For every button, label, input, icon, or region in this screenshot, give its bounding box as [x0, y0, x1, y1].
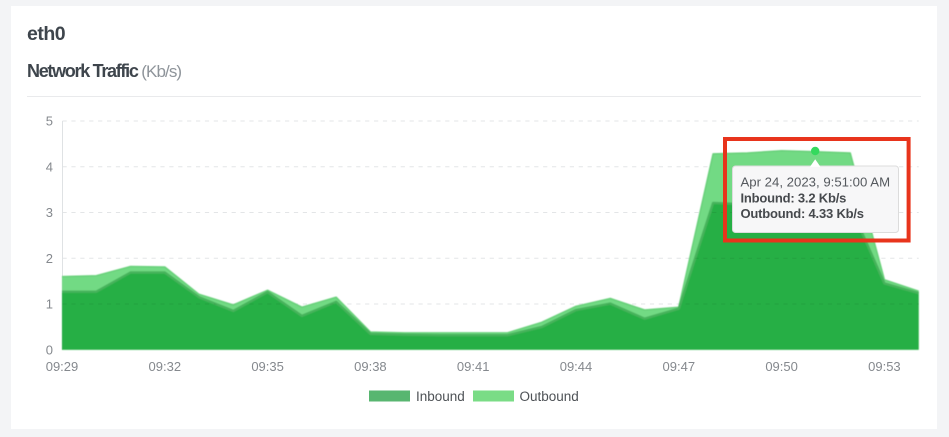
svg-text:09:50: 09:50 — [765, 359, 798, 374]
svg-text:Inbound: 3.2 Kb/s: Inbound: 3.2 Kb/s — [741, 190, 847, 205]
svg-text:2: 2 — [46, 251, 53, 266]
svg-text:0: 0 — [46, 342, 53, 357]
svg-text:09:38: 09:38 — [354, 359, 387, 374]
svg-text:5: 5 — [46, 114, 53, 129]
svg-text:09:53: 09:53 — [868, 359, 901, 374]
svg-text:09:29: 09:29 — [46, 359, 79, 374]
svg-text:09:47: 09:47 — [663, 359, 696, 374]
svg-text:09:41: 09:41 — [457, 359, 490, 374]
svg-text:09:44: 09:44 — [560, 359, 593, 374]
svg-text:1: 1 — [46, 297, 53, 312]
svg-text:Outbound: Outbound — [520, 389, 579, 404]
svg-text:09:35: 09:35 — [251, 359, 284, 374]
svg-text:Outbound: 4.33 Kb/s: Outbound: 4.33 Kb/s — [741, 206, 864, 221]
svg-text:Apr 24, 2023, 9:51:00 AM: Apr 24, 2023, 9:51:00 AM — [741, 175, 891, 190]
svg-text:Inbound: Inbound — [416, 389, 465, 404]
svg-text:09:32: 09:32 — [149, 359, 182, 374]
svg-text:3: 3 — [46, 205, 53, 220]
svg-text:4: 4 — [46, 159, 53, 174]
